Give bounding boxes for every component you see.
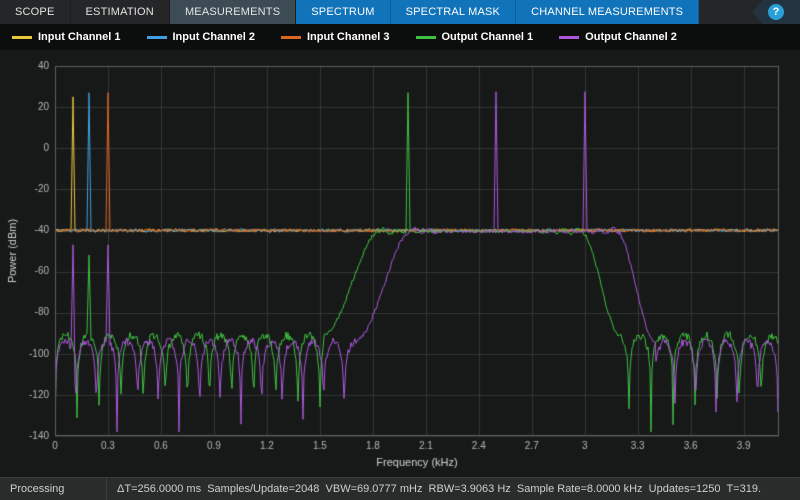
- tab-bar: SCOPE ESTIMATION MEASUREMENTS SPECTRUM S…: [0, 0, 800, 24]
- status-stats: ΔT=256.0000 ms Samples/Update=2048 VBW=6…: [117, 483, 761, 495]
- legend-item-input-channel-2[interactable]: Input Channel 2: [146, 31, 256, 43]
- legend-swatch-icon: [559, 35, 580, 39]
- legend-swatch-icon: [281, 35, 301, 39]
- tab-measurements[interactable]: MEASUREMENTS: [169, 0, 297, 24]
- legend-bar: Input Channel 1 Input Channel 2 Input Ch…: [0, 24, 800, 50]
- legend-label: Output Channel 1: [441, 31, 534, 43]
- legend-label: Output Channel 2: [585, 31, 677, 43]
- legend-swatch-icon: [12, 35, 32, 39]
- legend-item-output-channel-2[interactable]: Output Channel 2: [559, 31, 677, 43]
- legend-swatch-icon: [146, 35, 167, 39]
- spectrum-canvas[interactable]: [0, 50, 800, 478]
- legend-item-input-channel-1[interactable]: Input Channel 1: [12, 31, 121, 43]
- legend-item-output-channel-1[interactable]: Output Channel 1: [415, 31, 534, 43]
- legend-label: Input Channel 3: [307, 31, 390, 43]
- tab-spectrum[interactable]: SPECTRUM: [296, 0, 391, 24]
- spectrum-plot-area: [0, 50, 800, 478]
- legend-label: Input Channel 2: [172, 31, 256, 43]
- help-icon[interactable]: ?: [768, 4, 784, 20]
- legend-swatch-icon: [415, 35, 436, 39]
- tab-spectral-mask[interactable]: SPECTRAL MASK: [390, 0, 517, 24]
- tab-scope[interactable]: SCOPE: [0, 0, 71, 24]
- legend-item-input-channel-3[interactable]: Input Channel 3: [281, 31, 390, 43]
- help-corner: ?: [752, 0, 800, 24]
- tab-channel-measurements[interactable]: CHANNEL MEASUREMENTS: [516, 0, 700, 24]
- legend-label: Input Channel 1: [38, 31, 121, 43]
- status-processing: Processing: [0, 478, 107, 500]
- status-bar: Processing ΔT=256.0000 ms Samples/Update…: [0, 477, 800, 500]
- tab-estimation[interactable]: ESTIMATION: [71, 0, 170, 24]
